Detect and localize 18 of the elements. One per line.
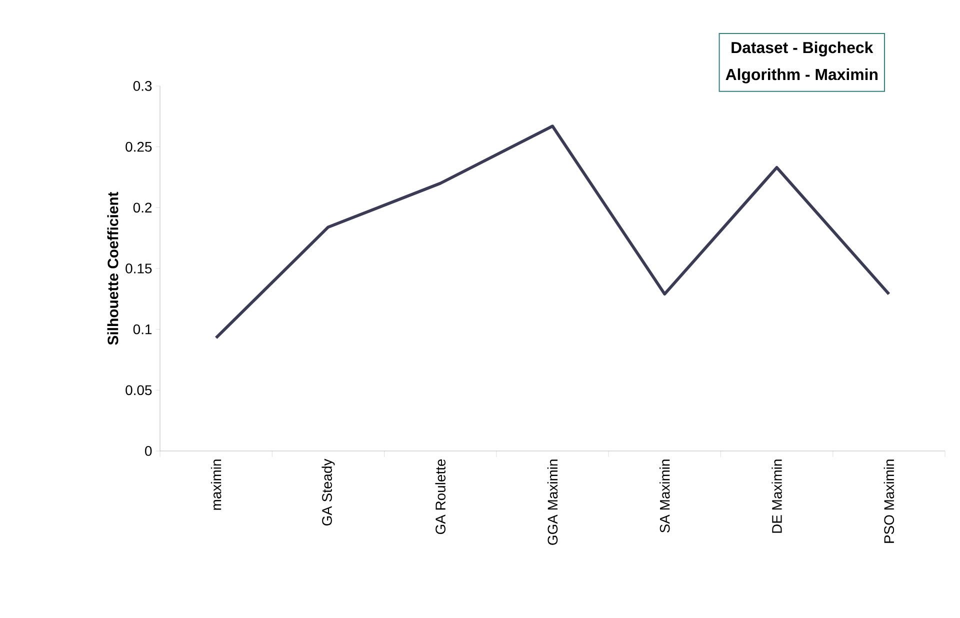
y-tick-label: 0 xyxy=(145,446,152,456)
x-tick-label: PSO Maximin xyxy=(884,460,894,543)
y-tick-label: 0.3 xyxy=(133,81,152,91)
x-tick-label: maximin xyxy=(210,460,222,510)
x-tick-label: GA Steady xyxy=(322,458,335,526)
x-tick-label: GA Roulette xyxy=(435,459,446,534)
x-tick-label: DE Maximin xyxy=(772,460,782,533)
y-tick-label: 0.15 xyxy=(126,264,152,274)
line-series xyxy=(214,124,890,340)
y-tick-label: 0.05 xyxy=(126,385,152,396)
y-tick-label: 0.2 xyxy=(133,202,152,213)
y-tick-label: 0.25 xyxy=(126,142,152,152)
text: Algorithm - Maximin xyxy=(726,68,878,84)
x-tick-label: SA Maximin xyxy=(660,460,670,533)
text: Dataset - Bigcheck xyxy=(732,41,874,56)
x-tick-label: GGA Maximin xyxy=(547,460,558,545)
y-axis-title: Silhouette Coefficient xyxy=(107,192,118,345)
y-tick-label: 0.1 xyxy=(133,324,152,334)
